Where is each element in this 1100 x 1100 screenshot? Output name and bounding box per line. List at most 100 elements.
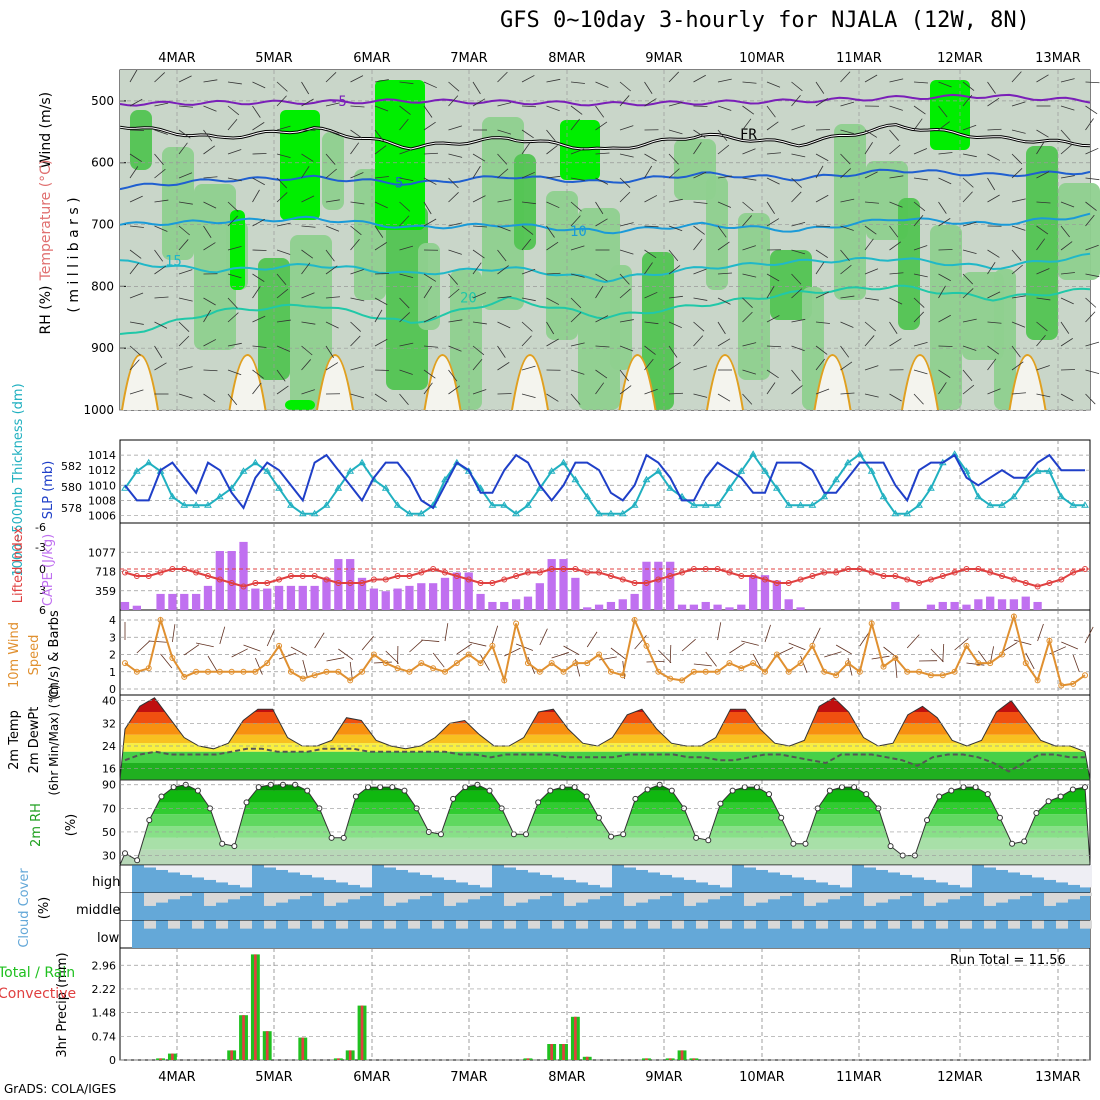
wind-barb	[301, 292, 315, 299]
wind-barb	[350, 201, 365, 205]
wind-barb	[962, 221, 977, 227]
wind-barb	[791, 288, 803, 299]
cloud-cell	[780, 865, 792, 875]
precip-conv-bar	[360, 1005, 364, 1060]
rh-band	[120, 814, 1090, 827]
wind-barb	[1085, 105, 1098, 115]
wind-barb	[1085, 297, 1097, 308]
thickness-point	[180, 501, 189, 508]
wind-barb	[668, 249, 679, 262]
wind-barb	[374, 201, 388, 209]
ytick-label: 1012	[88, 464, 116, 477]
thickness-point	[464, 467, 473, 474]
ytick-label: 2	[109, 649, 116, 662]
lifted-index-point	[299, 573, 306, 579]
wind-barb	[962, 191, 973, 203]
lifted-index-point	[477, 580, 484, 586]
thickness-point	[725, 484, 734, 491]
cape-bar	[571, 577, 580, 610]
precip-conv-bar	[550, 1044, 553, 1060]
wind-speed-point	[927, 672, 934, 679]
wind-barb	[1085, 177, 1100, 181]
cape-bar	[1021, 596, 1030, 610]
wind-barb	[399, 148, 413, 155]
cloud-cell	[420, 892, 432, 896]
precip-panel: 0 0.74 1.48 2.22 2.96	[92, 954, 1090, 1067]
thickness-point	[844, 458, 852, 466]
wind-barb	[586, 631, 598, 648]
cape-bar	[274, 585, 284, 610]
wind-barb	[1036, 321, 1048, 332]
wind-barb	[546, 272, 561, 275]
wind-barb	[913, 393, 924, 405]
lifted-index-point	[963, 566, 970, 572]
wind-barb	[178, 225, 190, 236]
lifted-index-point	[501, 576, 508, 583]
wind-barb	[864, 335, 875, 347]
rh-band	[642, 252, 674, 410]
wind-barb	[791, 191, 802, 203]
lifted-index-point	[904, 576, 911, 583]
wind-barb	[276, 369, 286, 382]
wind-barb	[350, 75, 364, 83]
cloud-cell	[1008, 865, 1020, 873]
rh-point	[304, 787, 311, 794]
wind-barb	[252, 382, 262, 395]
wind-barb	[539, 628, 548, 646]
wind-barb	[668, 295, 683, 299]
wind-barb	[1011, 71, 1022, 83]
wind-barb	[423, 345, 438, 348]
cape-bar	[346, 559, 355, 610]
thickness-point	[132, 467, 141, 474]
wind-barb	[154, 72, 166, 83]
wind-barb	[987, 249, 1000, 258]
wind-barb	[815, 291, 829, 299]
wind-barb	[203, 225, 212, 238]
wind-barb	[448, 125, 463, 131]
precip-ylabel-3: Convective	[0, 986, 76, 1002]
cape-bar	[689, 604, 699, 610]
wind-barb	[595, 201, 604, 215]
temp-band	[120, 712, 1090, 724]
cloud-cell	[432, 920, 444, 929]
wind-barb	[1085, 214, 1095, 227]
lifted-index-point	[702, 566, 709, 572]
wind-speed-point	[228, 668, 235, 675]
wind-barb	[1060, 225, 1070, 238]
cloud-cell	[516, 865, 528, 870]
ytick-label: 0.74	[92, 1030, 117, 1043]
wind-speed-point	[133, 668, 140, 675]
cape-bar	[962, 604, 971, 610]
lifted-index-point	[856, 566, 863, 572]
wind-barb	[521, 297, 536, 302]
wind-barb	[1036, 201, 1051, 204]
wind-barb	[1011, 345, 1021, 358]
lifted-index-point	[679, 569, 686, 576]
contour-10	[119, 212, 1091, 235]
wind-barb	[644, 225, 659, 228]
wind-barb	[619, 345, 634, 352]
footer-credit: GrADS: COLA/IGES	[4, 1082, 117, 1096]
cloud-cell	[756, 892, 768, 903]
wind-barb	[1060, 297, 1074, 305]
cloud-cell	[576, 865, 588, 883]
wind-barb	[184, 644, 200, 656]
thickness-point	[322, 501, 331, 508]
wind-barb	[619, 273, 630, 285]
cloud-cell	[648, 865, 660, 873]
wind-barb	[148, 640, 167, 643]
rh-point	[1021, 838, 1028, 845]
wind-barb	[840, 101, 855, 107]
cloud-cell	[996, 865, 1008, 870]
rh-band	[130, 110, 152, 170]
cloud-cell	[336, 920, 348, 929]
wind-barb	[742, 245, 756, 251]
wind-barb	[374, 338, 388, 347]
cloud-cell	[648, 920, 660, 929]
thickness-point	[654, 467, 663, 474]
lifted-index-point	[287, 573, 294, 579]
rh-point	[753, 784, 760, 791]
wind-barb	[521, 321, 533, 332]
cape-bar	[357, 577, 367, 610]
